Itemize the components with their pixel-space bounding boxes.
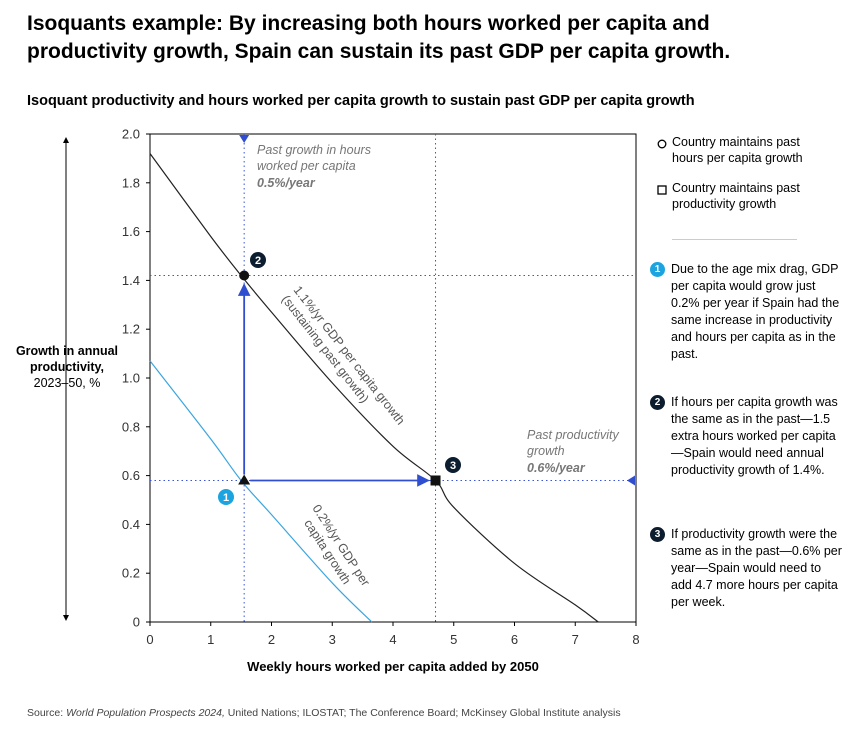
legend-divider (672, 239, 797, 240)
x-tick-label: 0 (146, 632, 153, 647)
x-tick-label: 4 (389, 632, 396, 647)
badge-3-label: 3 (450, 460, 456, 472)
point-1-triangle (238, 474, 251, 485)
badge-1-circle (218, 489, 234, 505)
y-tick-label: 1.6 (122, 224, 140, 239)
note-text: If hours per capita growth was the same … (671, 395, 838, 477)
past-hours-marker (239, 135, 250, 143)
number-badge-2: 2 (650, 395, 665, 410)
note-text: Due to the age mix drag, GDP per capita … (671, 262, 840, 361)
y-tick-label: 1.4 (122, 273, 140, 288)
past-hours-label-1: Past growth in hours (257, 143, 371, 157)
x-tick-label: 6 (511, 632, 518, 647)
number-badge-1: 1 (650, 262, 665, 277)
y-tick-label: 0.8 (122, 419, 140, 434)
past-hours-label-2: worked per capita (257, 159, 356, 173)
plot-frame (149, 133, 637, 623)
y-tick-label: 2.0 (122, 127, 140, 142)
x-axis-label: Weekly hours worked per capita added by … (247, 659, 539, 674)
curve-label-2: 0.2%/yr GDP percapita growth (297, 502, 373, 597)
series-line-0-2pct (149, 360, 373, 623)
x-tick-label: 5 (450, 632, 457, 647)
note-text: If productivity growth were the same as … (671, 527, 842, 609)
y-tick-label: 1.2 (122, 322, 140, 337)
x-tick-label: 1 (207, 632, 214, 647)
y-tick-label: 0.4 (122, 517, 140, 532)
curve-label-1: 1.1%/yr GDP per capita growth(sustaining… (279, 283, 408, 436)
isoquant-chart: 0 1 2 3 4 5 6 7 8 0 0.2 0.4 0.6 0.8 1.0 1.2 1.4 1.6 1.8 2.0… (63, 127, 640, 647)
square-icon (657, 183, 667, 199)
badge-3-circle (445, 457, 461, 473)
y-tick-label: 1.8 (122, 175, 140, 190)
source-note: Source: World Population Prospects 2024,… (27, 707, 621, 719)
chart-subtitle: Isoquant productivity and hours worked p… (27, 93, 695, 109)
y-tick-label: 0.6 (122, 468, 140, 483)
past-productivity-label-2: growth (527, 444, 565, 458)
y-tick-label: 0.2 (122, 566, 140, 581)
badge-2-label: 2 (255, 255, 261, 267)
number-badge-3: 3 (650, 527, 665, 542)
source-rest: United Nations; ILOSTAT; The Conference … (224, 707, 621, 719)
series-line-1-1pct (149, 153, 599, 623)
legend-label: Country maintains past productivity grow… (672, 181, 800, 211)
x-tick-label: 8 (632, 632, 639, 647)
badge-2-circle (250, 252, 266, 268)
circle-icon (657, 137, 667, 153)
point-3-square (430, 475, 441, 486)
badge-1-label: 1 (223, 492, 229, 504)
page-title: Isoquants example: By increasing both ho… (27, 12, 731, 63)
curve-label-1-line2: (sustaining past growth) (279, 292, 372, 405)
past-productivity-value: 0.6%/year (527, 461, 586, 475)
past-hours-value: 0.5%/year (257, 176, 316, 190)
legend-label: Country maintains past hours per capita … (672, 135, 803, 165)
source-prefix: Source: (27, 707, 67, 719)
source-italic: World Population Prospects 2024, (66, 707, 225, 719)
y-tick-label: 1.0 (122, 371, 140, 386)
x-tick-label: 7 (572, 632, 579, 647)
y-tick-label: 0 (133, 615, 140, 630)
x-tick-label: 3 (329, 632, 336, 647)
point-2-circle (239, 270, 250, 281)
past-productivity-label-1: Past productivity (527, 428, 619, 442)
x-tick-label: 2 (268, 632, 275, 647)
past-productivity-marker (627, 475, 635, 486)
